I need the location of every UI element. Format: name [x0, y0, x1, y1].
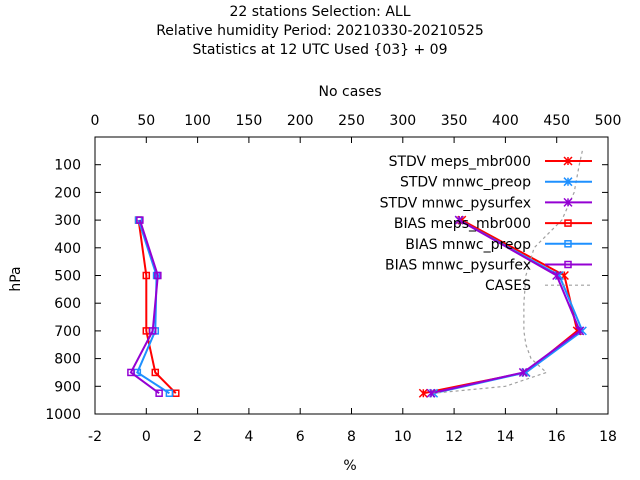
legend-item: BIAS mnwc_pysurfex	[385, 258, 592, 274]
data-point	[563, 197, 573, 207]
title-line: Statistics at 12 UTC Used {03} + 09	[192, 42, 447, 58]
x2-tick-label: 400	[492, 113, 519, 129]
y-tick-label: 100	[54, 158, 81, 174]
series-bias-meps-mbr000	[134, 216, 180, 397]
axis-ticks: -2 0 2 4 6 8 10 12 14 16 18 0 50 100 150 200 250 300 350 40…	[45, 113, 621, 445]
series-bias-mnwc-pysurfex	[127, 216, 163, 397]
x-tick-label: 2	[193, 429, 202, 445]
x-tick-label: 10	[394, 429, 412, 445]
series-cases	[433, 150, 583, 394]
legend-item: STDV meps_mbr000	[389, 154, 592, 170]
top-axis-label: No cases	[319, 84, 382, 100]
y-tick-label: 400	[54, 241, 81, 257]
x-tick-label: -2	[88, 429, 102, 445]
title-line: Relative humidity Period: 20210330-20210…	[156, 23, 484, 39]
legend-label: STDV meps_mbr000	[389, 154, 531, 170]
legend-item: STDV mnwc_pysurfex	[380, 195, 592, 211]
y-tick-label: 1000	[45, 407, 81, 423]
legend-label: BIAS meps_mbr000	[394, 216, 531, 232]
data-point	[165, 389, 174, 397]
data-point	[575, 326, 585, 336]
y-axis-label: hPa	[8, 266, 24, 291]
bottom-axis-label: %	[343, 458, 356, 474]
legend-label: STDV mnwc_preop	[400, 175, 531, 191]
y-tick-label: 700	[54, 324, 81, 340]
legend-item: BIAS mnwc_preop	[405, 237, 592, 253]
legend-label: STDV mnwc_pysurfex	[380, 195, 531, 211]
series-stdv-mnwc-pysurfex	[426, 215, 585, 398]
data-point	[127, 368, 135, 377]
title-line: 22 stations Selection: ALL	[229, 4, 410, 20]
y-tick-label: 500	[54, 269, 81, 285]
x-tick-label: 0	[142, 429, 151, 445]
y-tick-label: 300	[54, 213, 81, 229]
x2-tick-label: 150	[236, 113, 263, 129]
legend-item: BIAS meps_mbr000	[394, 216, 592, 232]
x2-tick-label: 200	[287, 113, 314, 129]
x2-tick-label: 500	[595, 113, 622, 129]
x-tick-label: 8	[347, 429, 356, 445]
y-tick-label: 200	[54, 185, 81, 201]
legend-item: CASES	[485, 278, 592, 294]
x2-tick-label: 250	[338, 113, 365, 129]
data-point	[552, 270, 562, 281]
legend-item: STDV mnwc_preop	[400, 175, 592, 191]
x2-tick-label: 100	[184, 113, 211, 129]
series-line	[433, 150, 583, 394]
series-line	[129, 219, 160, 395]
chart-title: 22 stations Selection: ALL Relative humid…	[156, 4, 484, 58]
legend: STDV meps_mbr000 STDV mnwc_preop STDV mnwc…	[380, 154, 592, 294]
series-line	[137, 219, 177, 394]
x-tick-label: 16	[548, 429, 566, 445]
y-tick-label: 800	[54, 352, 81, 368]
data-point	[148, 327, 157, 335]
data-point	[418, 388, 428, 398]
data-point	[563, 156, 573, 166]
x-tick-label: 14	[496, 429, 514, 445]
x-tick-label: 12	[445, 429, 463, 445]
x-tick-label: 4	[244, 429, 253, 445]
data-point	[454, 215, 464, 225]
data-point	[154, 271, 162, 280]
data-point	[564, 260, 572, 269]
x-tick-label: 6	[296, 429, 305, 445]
data-point	[136, 216, 144, 224]
legend-label: BIAS mnwc_pysurfex	[385, 258, 531, 274]
y-tick-label: 900	[54, 379, 81, 395]
data-point	[564, 219, 572, 227]
data-point	[151, 368, 160, 377]
plot-frame	[94, 136, 609, 415]
y-tick-label: 600	[54, 296, 81, 312]
plot-area	[127, 150, 587, 398]
data-point	[518, 367, 528, 377]
data-point	[426, 388, 436, 398]
data-point	[155, 389, 163, 397]
x2-tick-label: 350	[441, 113, 468, 129]
x-tick-label: 18	[599, 429, 617, 445]
legend-label: CASES	[485, 278, 531, 294]
x2-tick-label: 300	[389, 113, 416, 129]
data-point	[142, 271, 151, 280]
legend-label: BIAS mnwc_preop	[405, 237, 531, 253]
x2-tick-label: 450	[543, 113, 570, 129]
x2-tick-label: 50	[137, 113, 155, 129]
data-point	[563, 177, 573, 187]
data-point	[564, 240, 572, 248]
x2-tick-label: 0	[91, 113, 100, 129]
